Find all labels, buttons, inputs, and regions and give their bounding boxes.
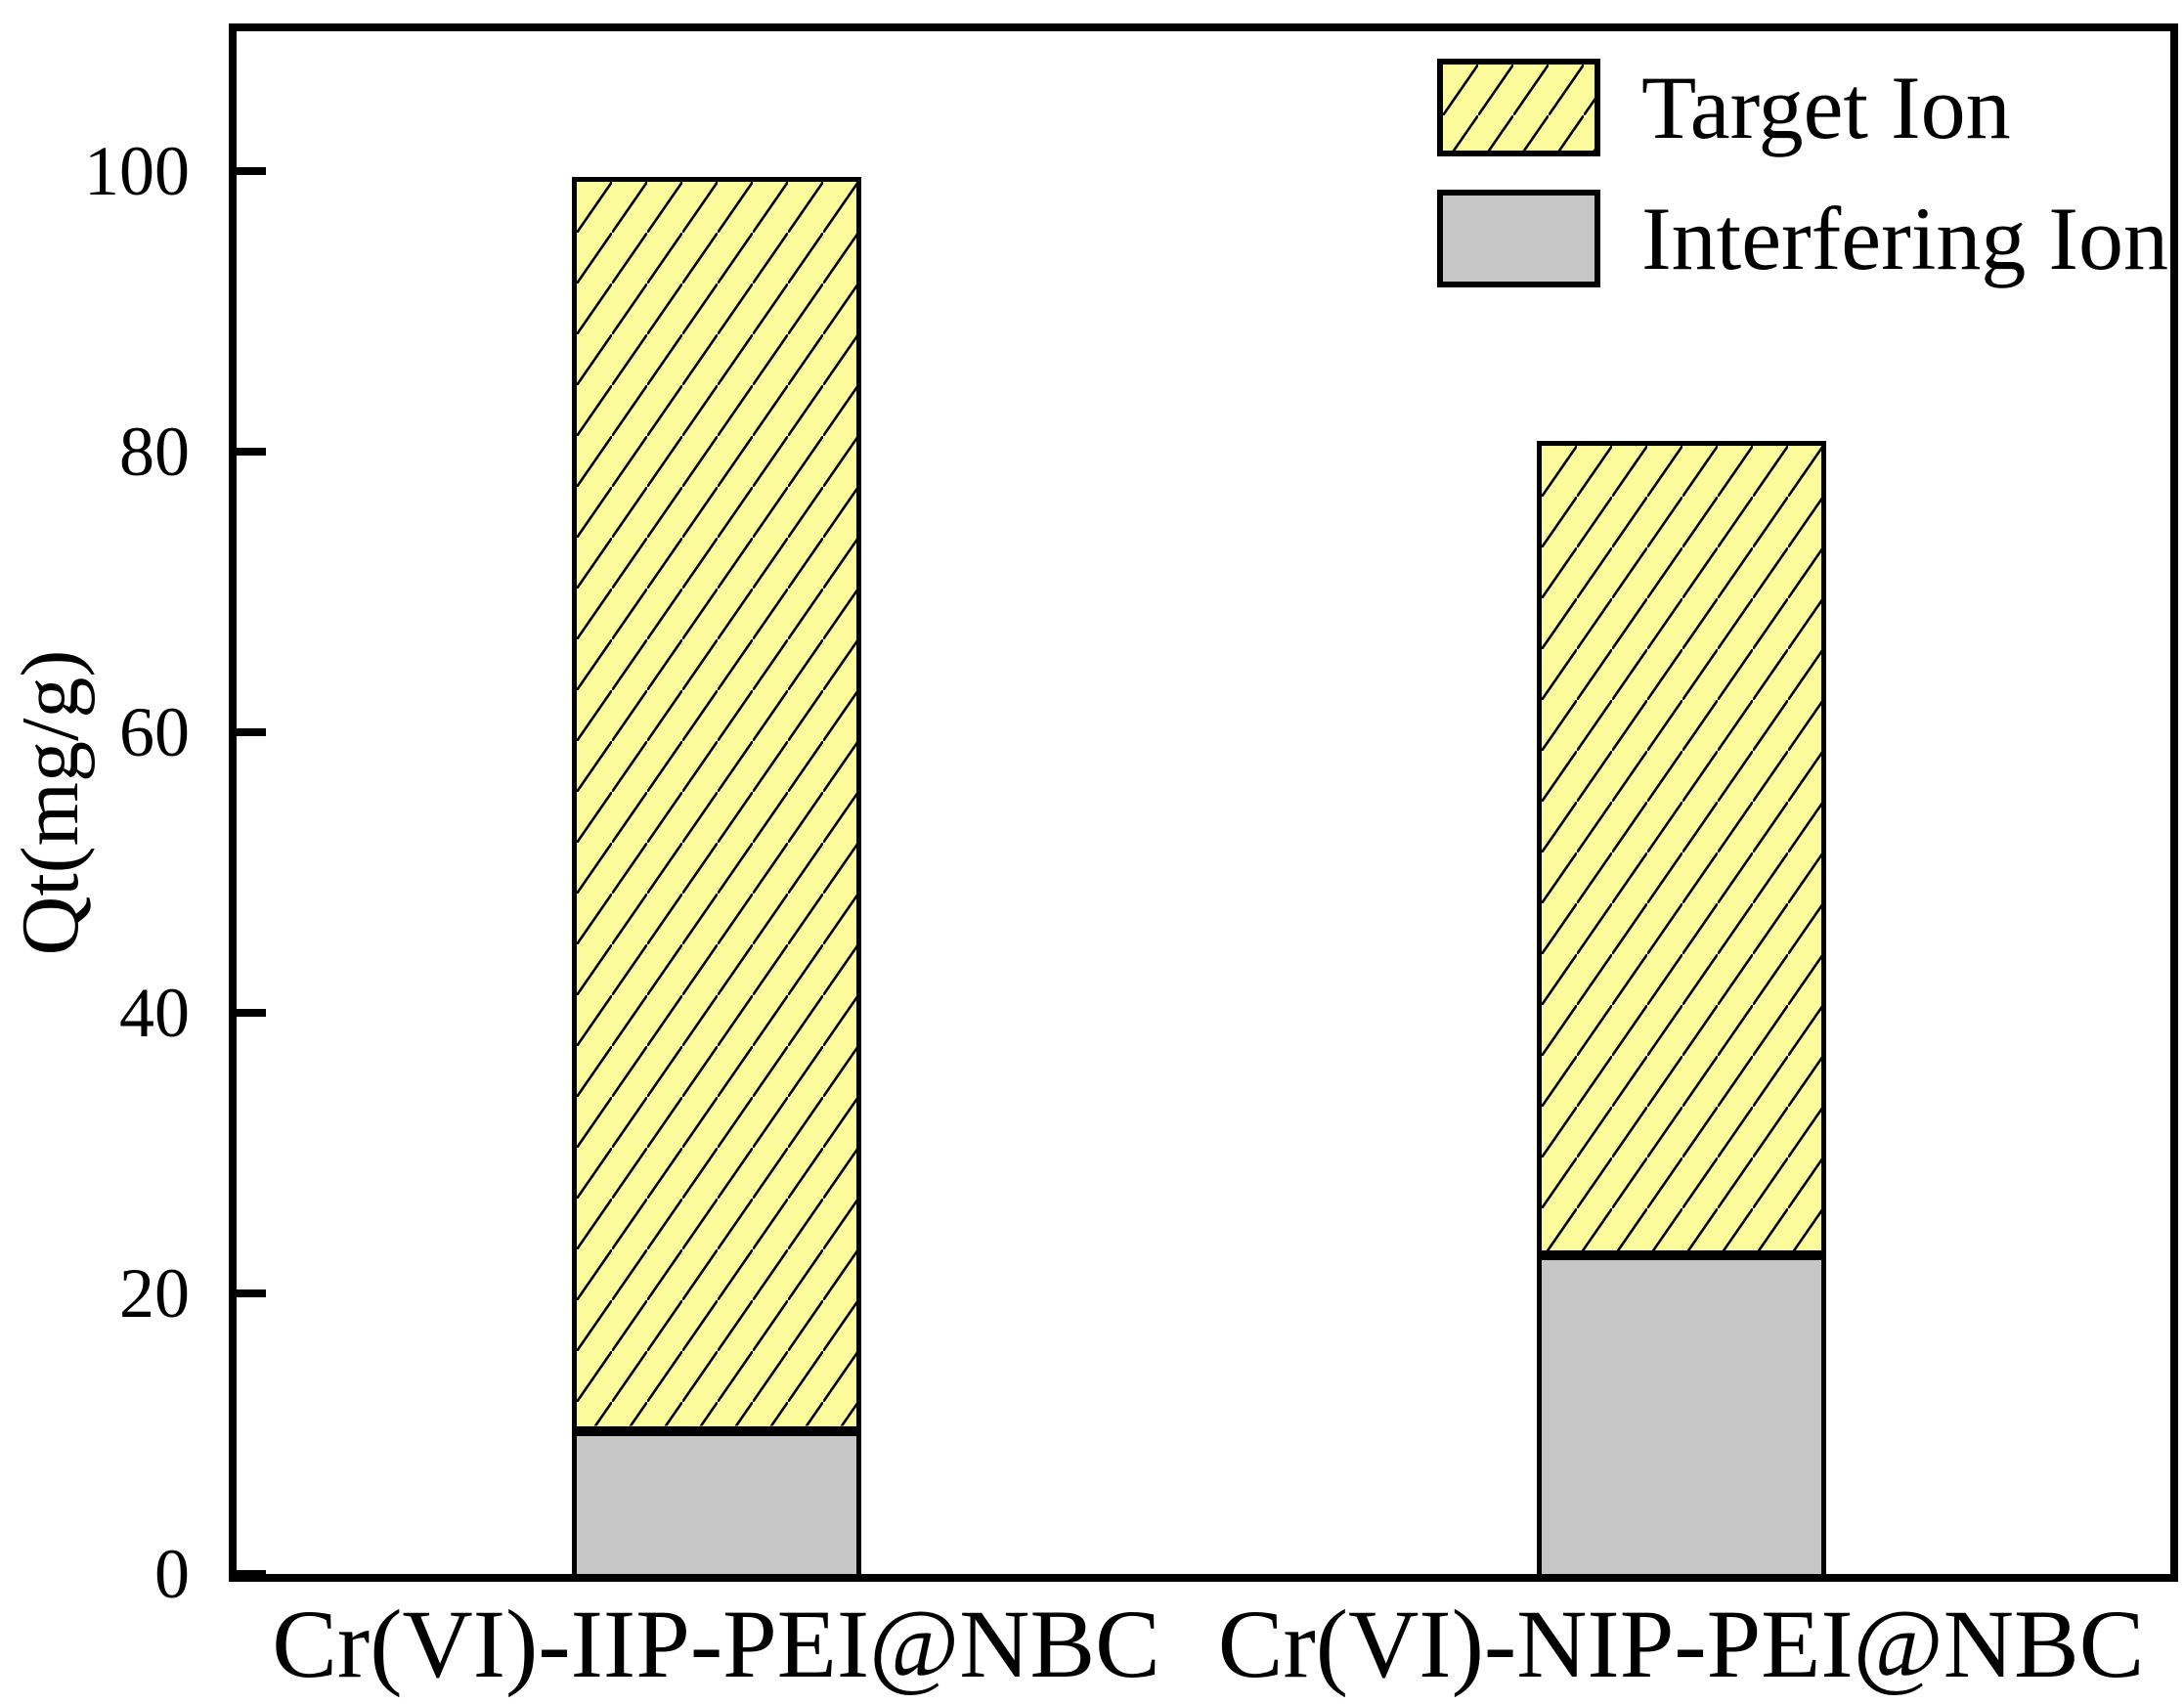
stacked-bar xyxy=(571,177,861,1574)
bar-segment-interfering-ion xyxy=(1536,1255,1826,1574)
legend-label: Target Ion xyxy=(1641,58,2011,157)
y-tick-mark xyxy=(237,167,266,176)
hatch-pattern xyxy=(576,182,856,1426)
y-tick-label: 0 xyxy=(154,1535,190,1613)
y-tick-mark xyxy=(237,1009,266,1018)
bar-segment-target-ion xyxy=(571,177,861,1431)
x-category-label: Cr(VI)-NIP-PEI@NBC xyxy=(1217,1590,2145,1698)
y-tick-mark xyxy=(237,1289,266,1298)
y-tick-label: 100 xyxy=(84,132,190,211)
legend-label: Interfering Ion xyxy=(1641,189,2168,288)
legend-item: Interfering Ion xyxy=(1437,190,2168,287)
y-tick-label: 80 xyxy=(119,413,190,492)
y-tick-mark xyxy=(237,1570,266,1578)
legend-swatch-target-ion xyxy=(1437,59,1600,156)
y-tick-mark xyxy=(237,448,266,457)
y-tick-label: 40 xyxy=(119,974,190,1053)
x-category-label: Cr(VI)-IIP-PEI@NBC xyxy=(272,1590,1160,1698)
plot-area: Qt(mg/g) 0 20 40 60 80 100 Cr(VI)-IIP-PEI@NBC… xyxy=(5,23,2178,1693)
hatch-pattern xyxy=(1443,65,1594,151)
hatch-pattern xyxy=(1541,445,1821,1251)
legend-item: Target Ion xyxy=(1437,59,2168,156)
bar-segment-interfering-ion xyxy=(571,1430,861,1574)
y-tick-label: 60 xyxy=(119,693,190,772)
bar-segment-target-ion xyxy=(1536,440,1826,1256)
y-tick-mark xyxy=(237,728,266,737)
y-axis-title: Qt(mg/g) xyxy=(5,649,96,956)
stacked-bar xyxy=(1536,440,1826,1574)
legend: Target Ion Interfering Ion xyxy=(1437,59,2168,287)
y-tick-label: 20 xyxy=(119,1254,190,1333)
legend-swatch-interfering-ion xyxy=(1437,190,1600,287)
